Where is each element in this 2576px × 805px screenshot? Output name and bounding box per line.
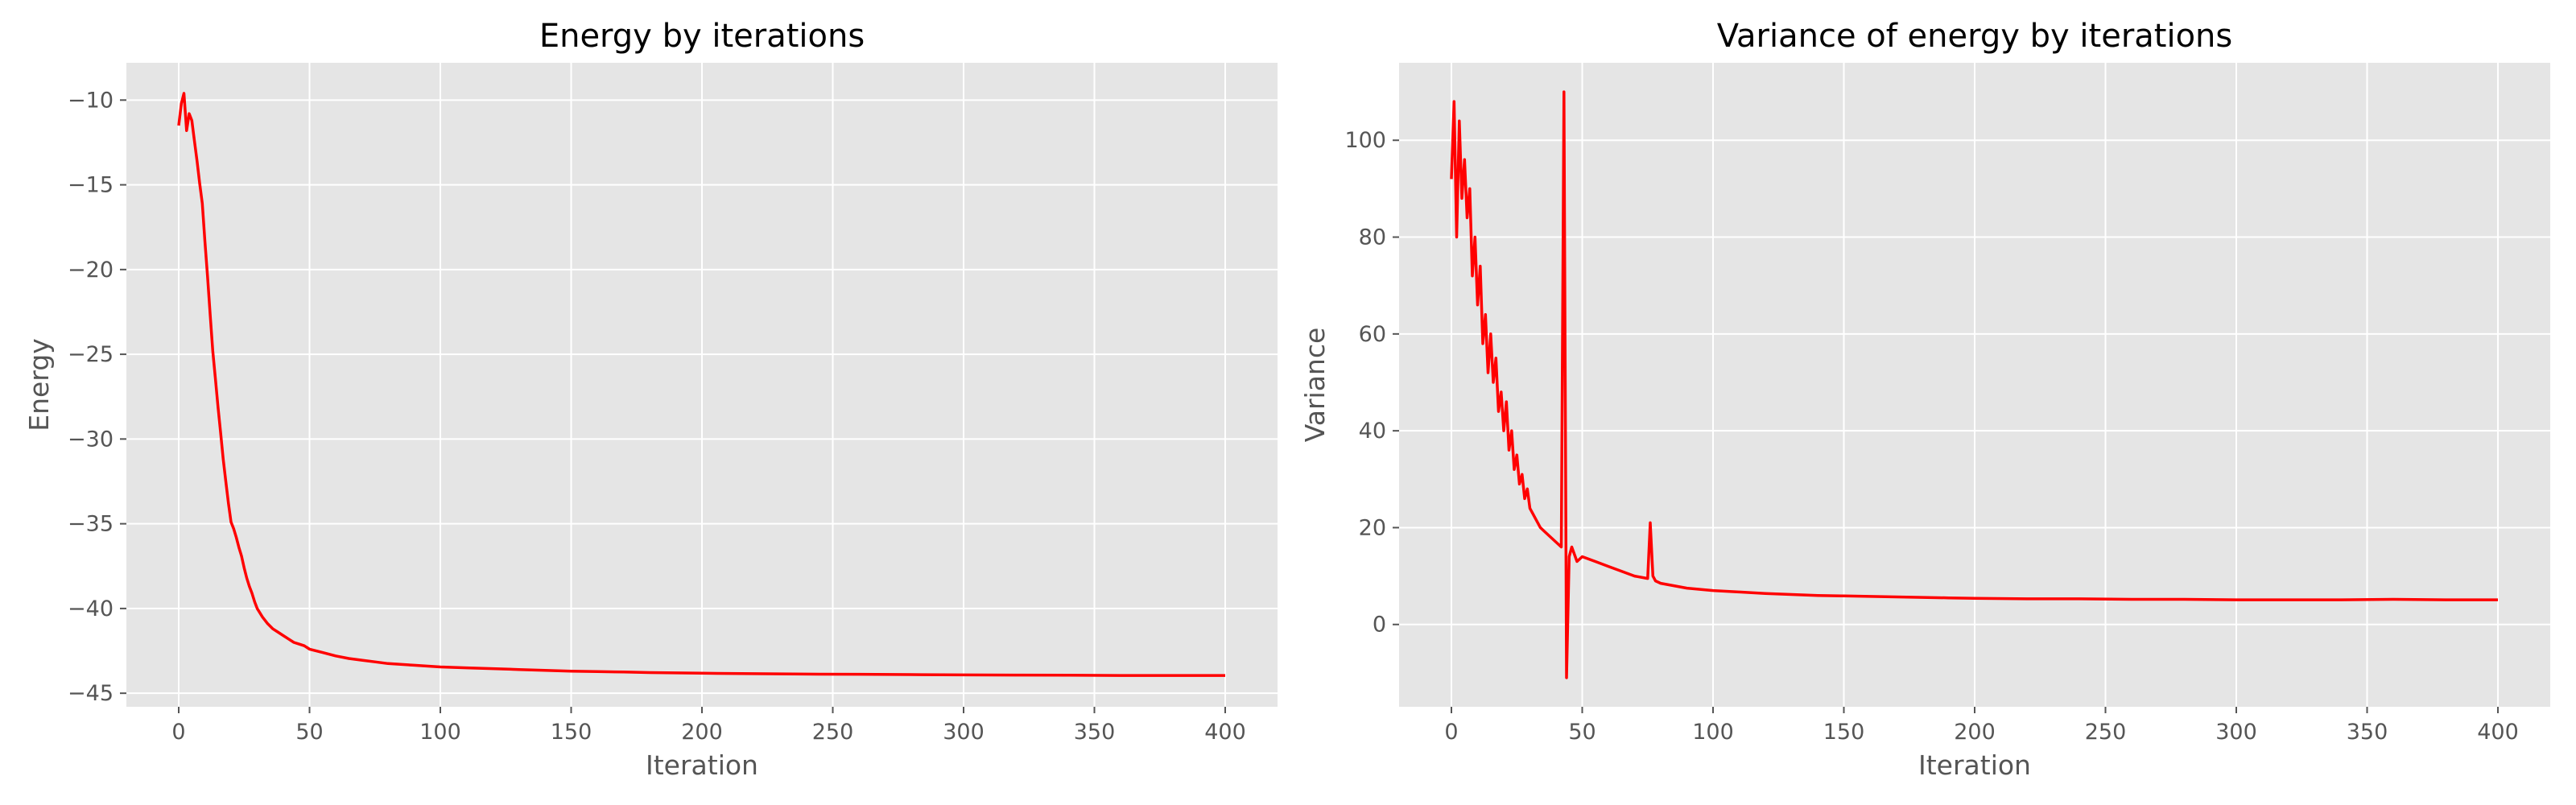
y-tick-label: −25 (68, 342, 114, 367)
x-axis-label: Iteration (646, 749, 758, 781)
x-tick-label: 400 (1204, 720, 1246, 745)
x-tick-label: 50 (295, 720, 323, 745)
y-tick-label: 40 (1359, 419, 1386, 444)
x-tick-label: 50 (1568, 720, 1596, 745)
y-tick-label: −15 (68, 173, 114, 198)
x-tick-label: 150 (1823, 720, 1865, 745)
series-line-1 (1450, 90, 2498, 679)
y-tick-label: −30 (68, 427, 114, 452)
x-tick-label: 200 (1954, 720, 1996, 745)
x-tick-label: 300 (2215, 720, 2257, 745)
series-line-1 (177, 92, 1225, 677)
y-tick-label: 80 (1359, 225, 1386, 250)
x-axis-label: Iteration (1918, 749, 2031, 781)
y-tick-label: −20 (68, 258, 114, 283)
y-tick-label: 0 (1373, 613, 1386, 638)
x-tick-label: 0 (1444, 720, 1458, 745)
chart-title: Variance of energy by iterations (1717, 18, 2232, 55)
chart-panel-2: 0 50 100 150 200 250 300 350 400 0 20 40 60 80 100 Vari… (1299, 18, 2550, 781)
x-tick-label: 150 (551, 720, 592, 745)
x-tick-label: 100 (419, 720, 461, 745)
y-tick-label: 60 (1359, 322, 1386, 347)
y-tick-label: −40 (68, 597, 114, 621)
y-tick-label: −35 (68, 512, 114, 537)
x-tick-label: 0 (171, 720, 185, 745)
x-tick-label: 350 (2347, 720, 2388, 745)
x-tick-label: 350 (1074, 720, 1116, 745)
y-axis-label: Variance (1299, 328, 1331, 443)
chart-title: Energy by iterations (539, 18, 865, 55)
chart-panel-1: 0 50 100 150 200 250 300 350 400 −45 −40 −35 −30 −25 −… (23, 18, 1278, 781)
x-tick-label: 300 (943, 720, 985, 745)
y-tick-label: 20 (1359, 515, 1386, 540)
y-tick-label: −45 (68, 681, 114, 706)
x-tick-label: 250 (2085, 720, 2127, 745)
y-axis-label: Energy (23, 338, 55, 431)
y-tick-label: −10 (68, 88, 114, 113)
x-tick-label: 250 (812, 720, 854, 745)
x-tick-label: 400 (2477, 720, 2519, 745)
y-tick-label: 100 (1344, 128, 1386, 153)
x-tick-label: 200 (681, 720, 723, 745)
x-tick-label: 100 (1692, 720, 1734, 745)
